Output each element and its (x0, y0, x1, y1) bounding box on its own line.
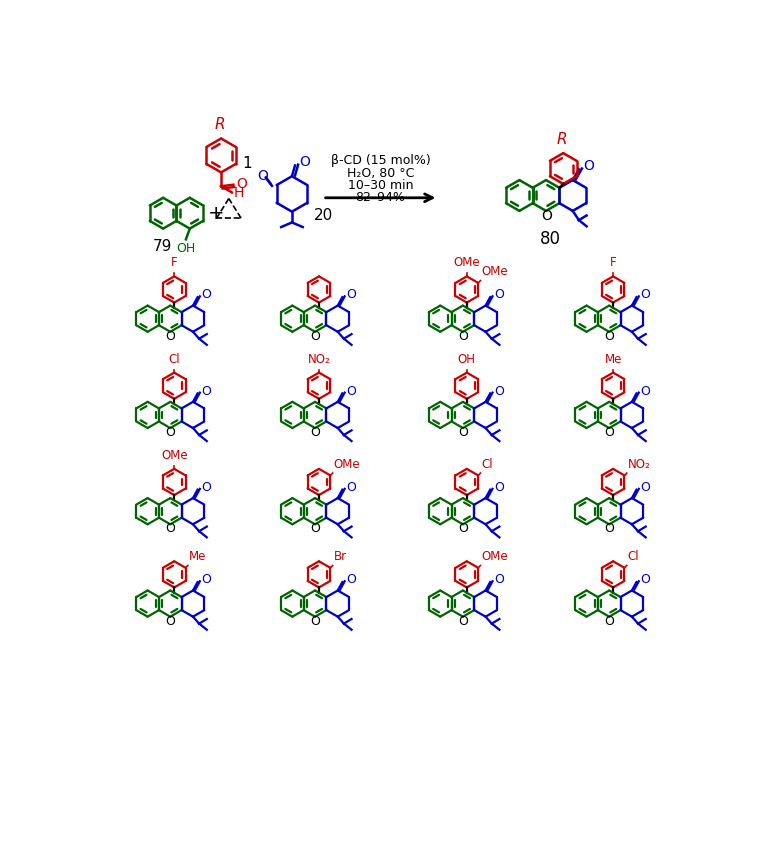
Text: O: O (299, 155, 310, 169)
Text: R: R (556, 132, 567, 147)
Text: OH: OH (176, 242, 196, 255)
Text: O: O (165, 426, 176, 439)
Text: O: O (310, 426, 320, 439)
Text: O: O (640, 385, 651, 398)
Text: O: O (165, 330, 176, 343)
Text: O: O (640, 289, 651, 302)
Text: O: O (541, 209, 552, 222)
Text: Cl: Cl (628, 551, 639, 564)
Text: O: O (346, 481, 356, 494)
Text: O: O (583, 159, 594, 174)
Text: OMe: OMe (161, 449, 187, 462)
Text: 79: 79 (153, 240, 172, 254)
Text: O: O (494, 289, 504, 302)
Text: O: O (640, 481, 651, 494)
Text: R: R (215, 118, 225, 132)
Text: O: O (201, 481, 211, 494)
Text: O: O (310, 615, 320, 628)
Text: O: O (604, 522, 614, 535)
Text: O: O (458, 330, 468, 343)
Text: O: O (165, 522, 176, 535)
Text: O: O (604, 426, 614, 439)
Text: O: O (640, 573, 651, 586)
Text: F: F (610, 257, 616, 270)
Text: OH: OH (458, 353, 476, 366)
Text: Cl: Cl (481, 458, 493, 471)
Text: O: O (310, 330, 320, 343)
Text: NO₂: NO₂ (628, 458, 651, 471)
Text: O: O (494, 385, 504, 398)
Text: O: O (458, 522, 468, 535)
Text: Me: Me (189, 551, 206, 564)
Text: O: O (346, 385, 356, 398)
Text: 82–94%: 82–94% (356, 192, 406, 204)
Text: 20: 20 (314, 208, 333, 223)
Text: OMe: OMe (481, 265, 508, 278)
Text: F: F (171, 257, 178, 270)
Text: NO₂: NO₂ (307, 353, 331, 366)
Text: 10–30 min: 10–30 min (348, 179, 413, 192)
Text: Br: Br (333, 551, 346, 564)
Text: O: O (604, 615, 614, 628)
Text: O: O (257, 169, 268, 183)
Text: O: O (346, 289, 356, 302)
Text: H₂O, 80 °C: H₂O, 80 °C (347, 167, 414, 180)
Text: OMe: OMe (333, 458, 360, 471)
Text: O: O (201, 289, 211, 302)
Text: O: O (346, 573, 356, 586)
Text: O: O (201, 573, 211, 586)
Text: O: O (165, 615, 176, 628)
Text: β-CD (15 mol%): β-CD (15 mol%) (331, 155, 431, 168)
Text: O: O (236, 177, 247, 191)
Text: H: H (233, 186, 244, 200)
Text: +: + (208, 204, 225, 222)
Text: 80: 80 (540, 230, 560, 248)
Text: O: O (201, 385, 211, 398)
Text: OMe: OMe (453, 257, 480, 270)
Text: O: O (458, 615, 468, 628)
Text: O: O (494, 481, 504, 494)
Text: O: O (310, 522, 320, 535)
Text: Me: Me (604, 353, 622, 366)
Text: Cl: Cl (168, 353, 180, 366)
Text: OMe: OMe (481, 551, 508, 564)
Text: O: O (494, 573, 504, 586)
Text: 1: 1 (243, 155, 252, 171)
Text: O: O (604, 330, 614, 343)
Text: O: O (458, 426, 468, 439)
